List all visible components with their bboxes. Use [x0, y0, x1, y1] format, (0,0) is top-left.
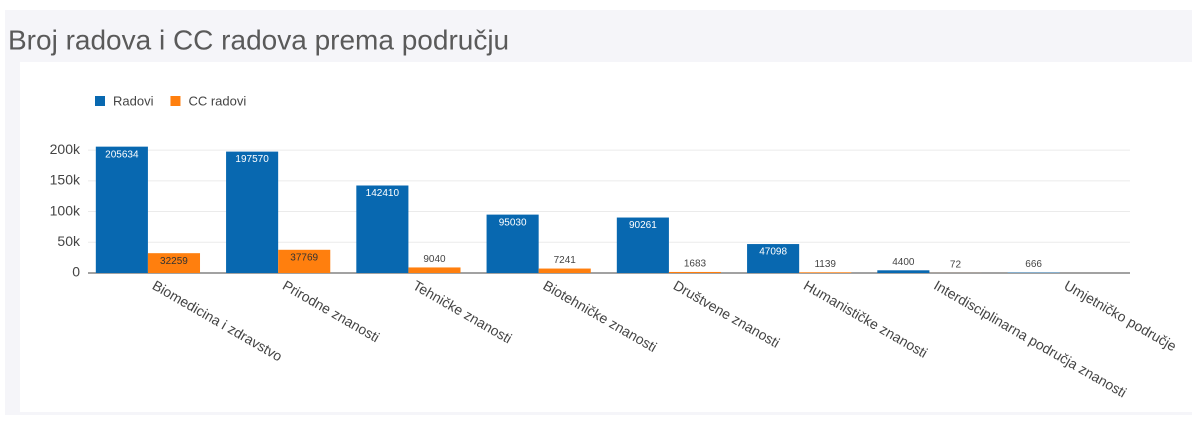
bar-value-label: 95030 — [499, 217, 527, 228]
bar — [747, 244, 800, 273]
legend-swatch — [95, 96, 105, 106]
bar — [799, 272, 852, 273]
bar-value-label: 666 — [1025, 259, 1042, 270]
legend-swatch — [170, 96, 181, 106]
bar-value-label: 7241 — [554, 255, 577, 266]
bar-value-label: 142410 — [366, 188, 400, 199]
bar — [877, 270, 930, 273]
bar-value-label: 205634 — [105, 149, 139, 160]
bar — [356, 185, 409, 273]
bar-value-label: 1683 — [684, 259, 707, 270]
bar — [95, 146, 148, 273]
y-tick-label: 100k — [50, 202, 81, 218]
bar — [408, 267, 461, 273]
bar-value-label: 4400 — [892, 257, 915, 268]
bar-value-label: 1139 — [814, 259, 836, 270]
bar-value-label: 72 — [950, 260, 962, 271]
bar-value-label: 47098 — [759, 247, 787, 258]
bar-value-label: 32259 — [160, 256, 188, 267]
bar-value-label: 90261 — [629, 220, 657, 231]
y-tick-label: 150k — [50, 172, 81, 188]
bar — [668, 271, 722, 273]
legend-label: Radovi — [113, 93, 154, 108]
y-tick-label: 50k — [57, 233, 81, 249]
bar-value-label: 9040 — [423, 254, 446, 265]
bar — [278, 249, 331, 273]
plot-panel — [20, 62, 1192, 412]
bar — [538, 268, 591, 273]
bar — [486, 214, 539, 273]
legend-label: CC radovi — [188, 93, 246, 108]
y-tick-label: 0 — [72, 264, 80, 280]
chart-title: Broj radova i CC radova prema području — [8, 24, 509, 55]
bar — [226, 151, 279, 273]
y-tick-label: 200k — [50, 141, 81, 157]
bar — [147, 253, 201, 273]
bar-value-label: 37769 — [290, 252, 318, 263]
bar — [616, 217, 669, 273]
bar-value-label: 197570 — [235, 154, 269, 165]
